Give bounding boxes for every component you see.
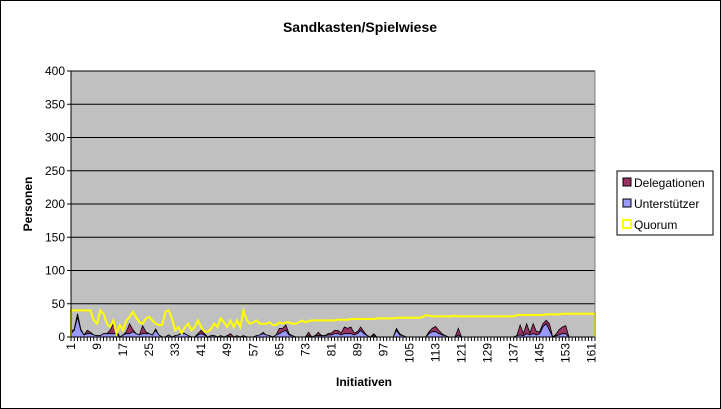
line-quorum xyxy=(70,306,596,338)
x-tick-label: 105 xyxy=(402,343,416,363)
x-tick-label: 1 xyxy=(64,343,78,350)
x-tick-label: 73 xyxy=(298,343,312,357)
x-tick-label: 113 xyxy=(429,343,443,362)
x-tick-label: 97 xyxy=(376,343,390,357)
y-axis-title: Personen xyxy=(21,177,35,232)
x-tick-label: 65 xyxy=(272,343,286,357)
y-tick-label: 150 xyxy=(45,230,65,244)
x-tick-label: 33 xyxy=(168,343,182,357)
x-tick-label: 129 xyxy=(481,343,495,363)
legend-swatch-quorum xyxy=(622,219,632,229)
x-axis-title: Initiativen xyxy=(336,375,392,389)
x-tick-label: 25 xyxy=(142,343,156,357)
x-tick-label: 161 xyxy=(585,343,599,363)
y-tick-label: 200 xyxy=(45,197,65,211)
x-tick-label: 81 xyxy=(324,343,338,357)
x-tick-label: 137 xyxy=(507,343,521,363)
y-tick-label: 350 xyxy=(45,97,65,111)
x-tick-label: 41 xyxy=(194,343,208,357)
legend-label-delegationen: Delegationen xyxy=(634,176,705,190)
legend-swatch-delegationen xyxy=(622,177,632,187)
x-tick-label: 145 xyxy=(533,343,547,363)
x-tick-label: 49 xyxy=(220,343,234,357)
x-tick-label: 153 xyxy=(559,343,573,363)
legend-label-quorum: Quorum xyxy=(634,218,677,232)
legend-label-unterstuetzer: Unterstützer xyxy=(634,197,699,211)
x-tick-label: 89 xyxy=(350,343,364,357)
x-tick-label: 17 xyxy=(116,343,130,357)
y-tick-label: 50 xyxy=(52,297,66,311)
x-tick-label: 57 xyxy=(246,343,260,357)
chart-title: Sandkasten/Spielwiese xyxy=(283,19,437,35)
y-tick-label: 100 xyxy=(45,264,65,278)
legend: Delegationen Unterstützer Quorum xyxy=(616,170,714,236)
y-tick-label: 400 xyxy=(45,64,65,78)
y-tick-label: 250 xyxy=(45,164,65,178)
x-tick-label: 9 xyxy=(90,343,104,350)
legend-swatch-unterstuetzer xyxy=(622,198,632,208)
x-tick-label: 121 xyxy=(455,343,469,363)
y-tick-label: 300 xyxy=(45,131,65,145)
y-tick-label: 0 xyxy=(58,330,65,344)
